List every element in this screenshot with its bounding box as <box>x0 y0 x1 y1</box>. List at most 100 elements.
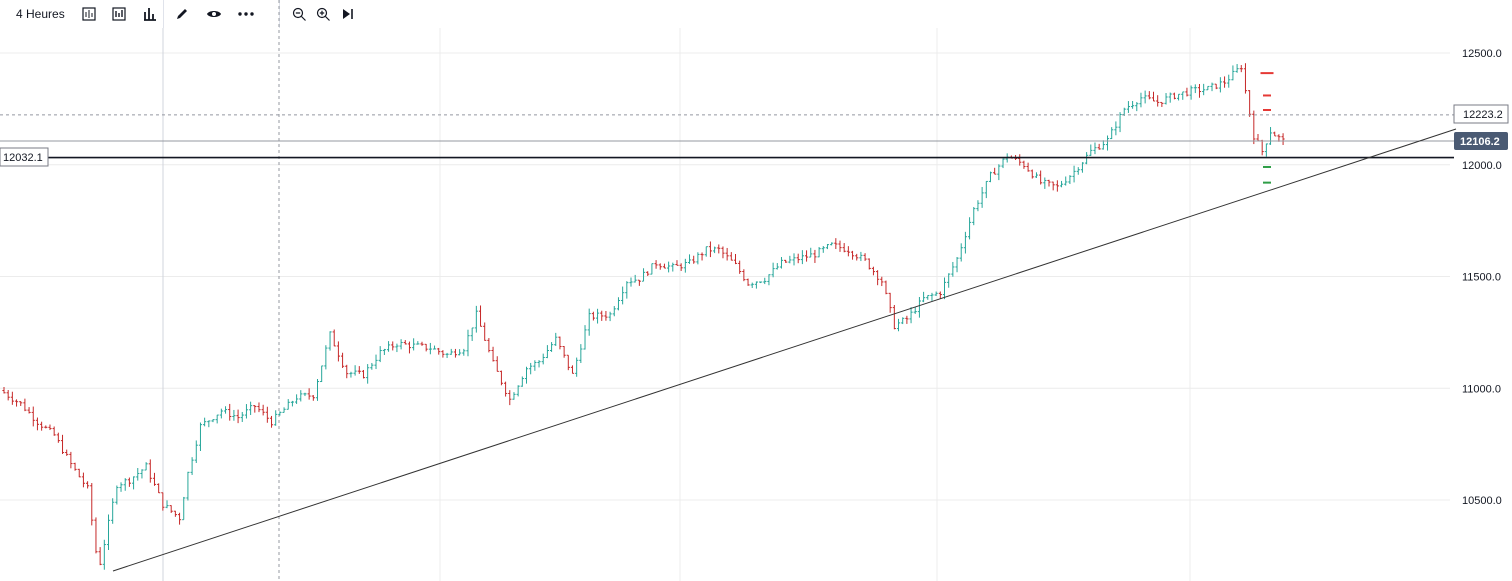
price-bar <box>754 281 758 289</box>
pencil-icon[interactable] <box>172 4 192 24</box>
price-bar <box>922 291 926 303</box>
price-bar <box>265 406 269 423</box>
price-bar <box>215 414 219 424</box>
price-bar <box>683 258 687 273</box>
price-bar <box>796 253 800 264</box>
price-bar <box>637 279 641 286</box>
timeframe-selector[interactable]: 4 Heures <box>16 7 65 21</box>
price-bar <box>60 434 65 455</box>
price-bar <box>909 307 913 324</box>
price-bar <box>1181 91 1185 100</box>
price-bar <box>211 419 215 423</box>
price-bar <box>470 327 474 341</box>
price-bar <box>863 253 867 261</box>
price-bar <box>286 399 290 410</box>
price-bar <box>625 281 629 299</box>
price-bar <box>81 472 86 488</box>
price-bar <box>169 505 173 513</box>
zoom-in-icon[interactable] <box>313 4 333 24</box>
price-bar <box>340 352 345 369</box>
price-bar <box>1248 90 1252 117</box>
price-bar <box>6 390 10 401</box>
price-bar <box>65 449 69 456</box>
price-bar <box>1202 83 1206 96</box>
price-bar <box>453 348 458 358</box>
price-bar <box>428 342 432 355</box>
price-bar <box>533 360 537 371</box>
price-bar <box>1222 76 1227 88</box>
price-bar <box>186 471 190 501</box>
price-bar <box>1214 83 1218 90</box>
zoom-out-icon[interactable] <box>289 4 309 24</box>
y-tick-label: 11000.0 <box>1462 383 1501 395</box>
price-bar <box>771 262 775 278</box>
price-bar <box>1022 160 1026 169</box>
price-bar <box>315 379 320 401</box>
price-bar <box>152 472 157 486</box>
price-bar <box>27 407 31 414</box>
price-bar <box>106 514 111 550</box>
price-bar <box>432 345 437 350</box>
price-bar <box>855 253 859 261</box>
price-bar <box>1260 139 1264 156</box>
price-bar <box>700 252 704 261</box>
y-tick-label: 10500.0 <box>1462 495 1502 507</box>
price-bar <box>395 343 399 353</box>
price-bar <box>650 263 654 275</box>
price-bar <box>901 317 905 325</box>
price-bar <box>437 347 441 355</box>
price-bar <box>976 200 980 212</box>
price-bar <box>223 406 228 414</box>
price-bar <box>1001 158 1005 169</box>
price-bar <box>658 263 662 270</box>
price-bar <box>733 253 738 265</box>
price-bar <box>675 260 679 266</box>
price-bar <box>119 482 123 492</box>
price-bar <box>616 297 621 311</box>
price-bar <box>1281 133 1285 146</box>
price-bar <box>508 390 512 406</box>
price-bar <box>420 341 424 346</box>
price-bar <box>1131 100 1135 109</box>
bar-chart-icon[interactable] <box>140 4 160 24</box>
price-bar <box>775 263 779 270</box>
price-bar <box>14 399 19 407</box>
price-bar <box>1089 144 1093 156</box>
eye-icon[interactable] <box>204 4 224 24</box>
price-bar <box>938 291 942 299</box>
candle-style-icon[interactable] <box>79 4 99 24</box>
price-bar <box>1080 162 1085 173</box>
price-bar <box>566 354 570 371</box>
price-bar <box>1139 92 1143 108</box>
price-bar <box>959 243 963 262</box>
scroll-to-end-icon[interactable] <box>338 4 358 24</box>
price-bar <box>219 408 223 419</box>
price-bar <box>930 292 934 301</box>
indicators-icon[interactable] <box>109 4 129 24</box>
price-bar <box>94 517 98 554</box>
price-bar <box>1227 74 1231 88</box>
price-bar <box>575 357 579 377</box>
price-bar <box>253 405 257 413</box>
price-bar <box>1076 167 1080 175</box>
price-bar <box>1252 110 1256 145</box>
price-bar <box>746 278 750 286</box>
price-bar <box>997 164 1001 181</box>
price-bar <box>466 329 470 357</box>
price-bar <box>311 395 315 401</box>
price-bar <box>951 261 955 277</box>
price-bar <box>282 407 286 413</box>
hline-price-label: 12223.2 <box>1463 109 1503 121</box>
price-bar <box>1239 65 1243 73</box>
price-axis: 12500.0 12000.0 11500.0 11000.0 10500.0 <box>1462 48 1502 507</box>
price-bar <box>1172 92 1176 100</box>
price-bar <box>1156 95 1160 107</box>
price-bar <box>629 277 633 287</box>
price-bar <box>1059 180 1064 188</box>
price-bar <box>336 341 340 362</box>
price-bar <box>792 253 796 266</box>
price-bar <box>487 338 491 353</box>
more-icon[interactable] <box>236 4 256 24</box>
price-bar <box>236 409 240 424</box>
